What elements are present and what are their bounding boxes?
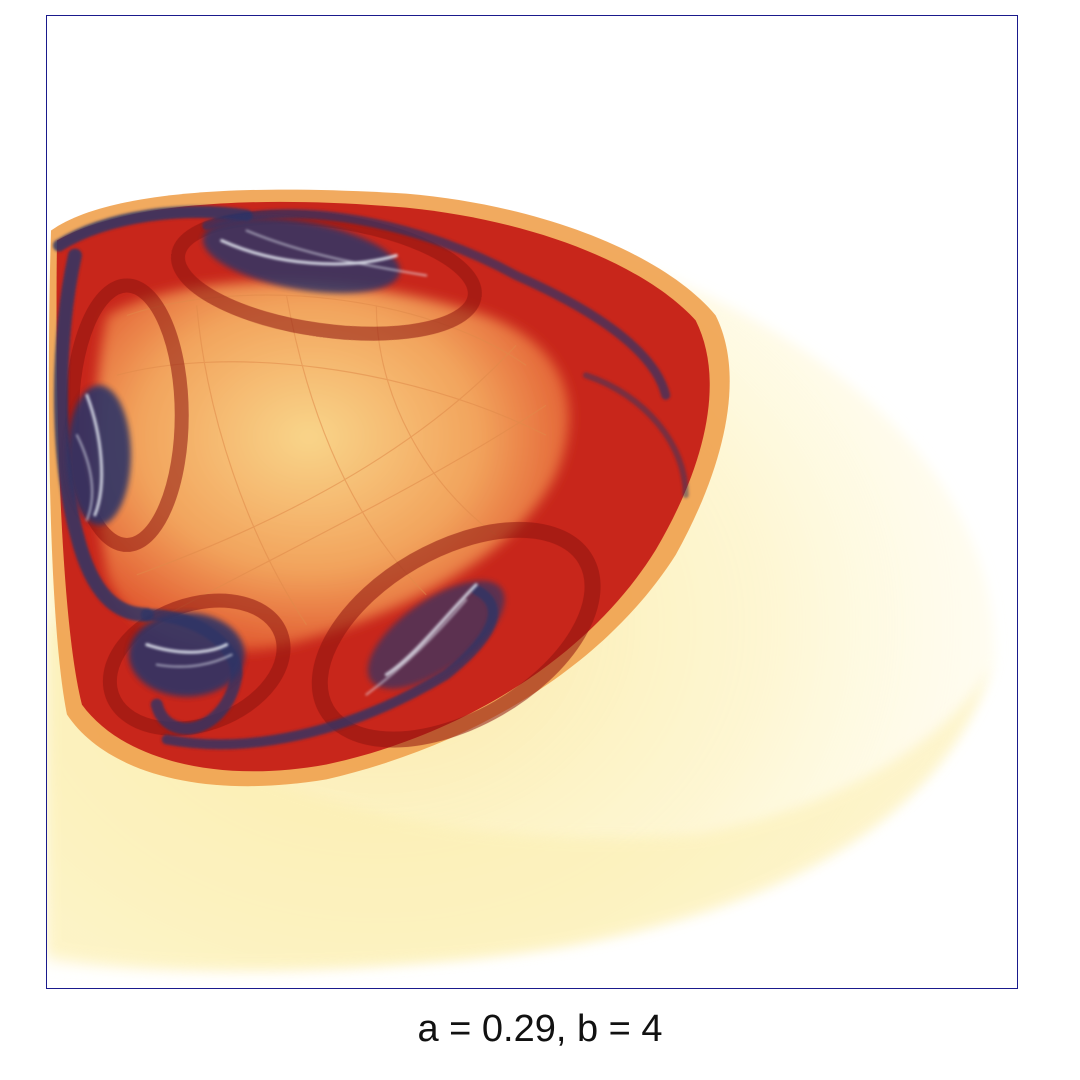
parameter-caption: a = 0.29, b = 4	[417, 1008, 663, 1050]
red-folds	[64, 210, 601, 748]
attractor-image	[47, 189, 996, 973]
highlight-streaks	[75, 229, 478, 696]
inner-core	[95, 281, 570, 651]
attractor-plot-frame	[46, 15, 1018, 989]
navy-bands	[52, 205, 689, 750]
